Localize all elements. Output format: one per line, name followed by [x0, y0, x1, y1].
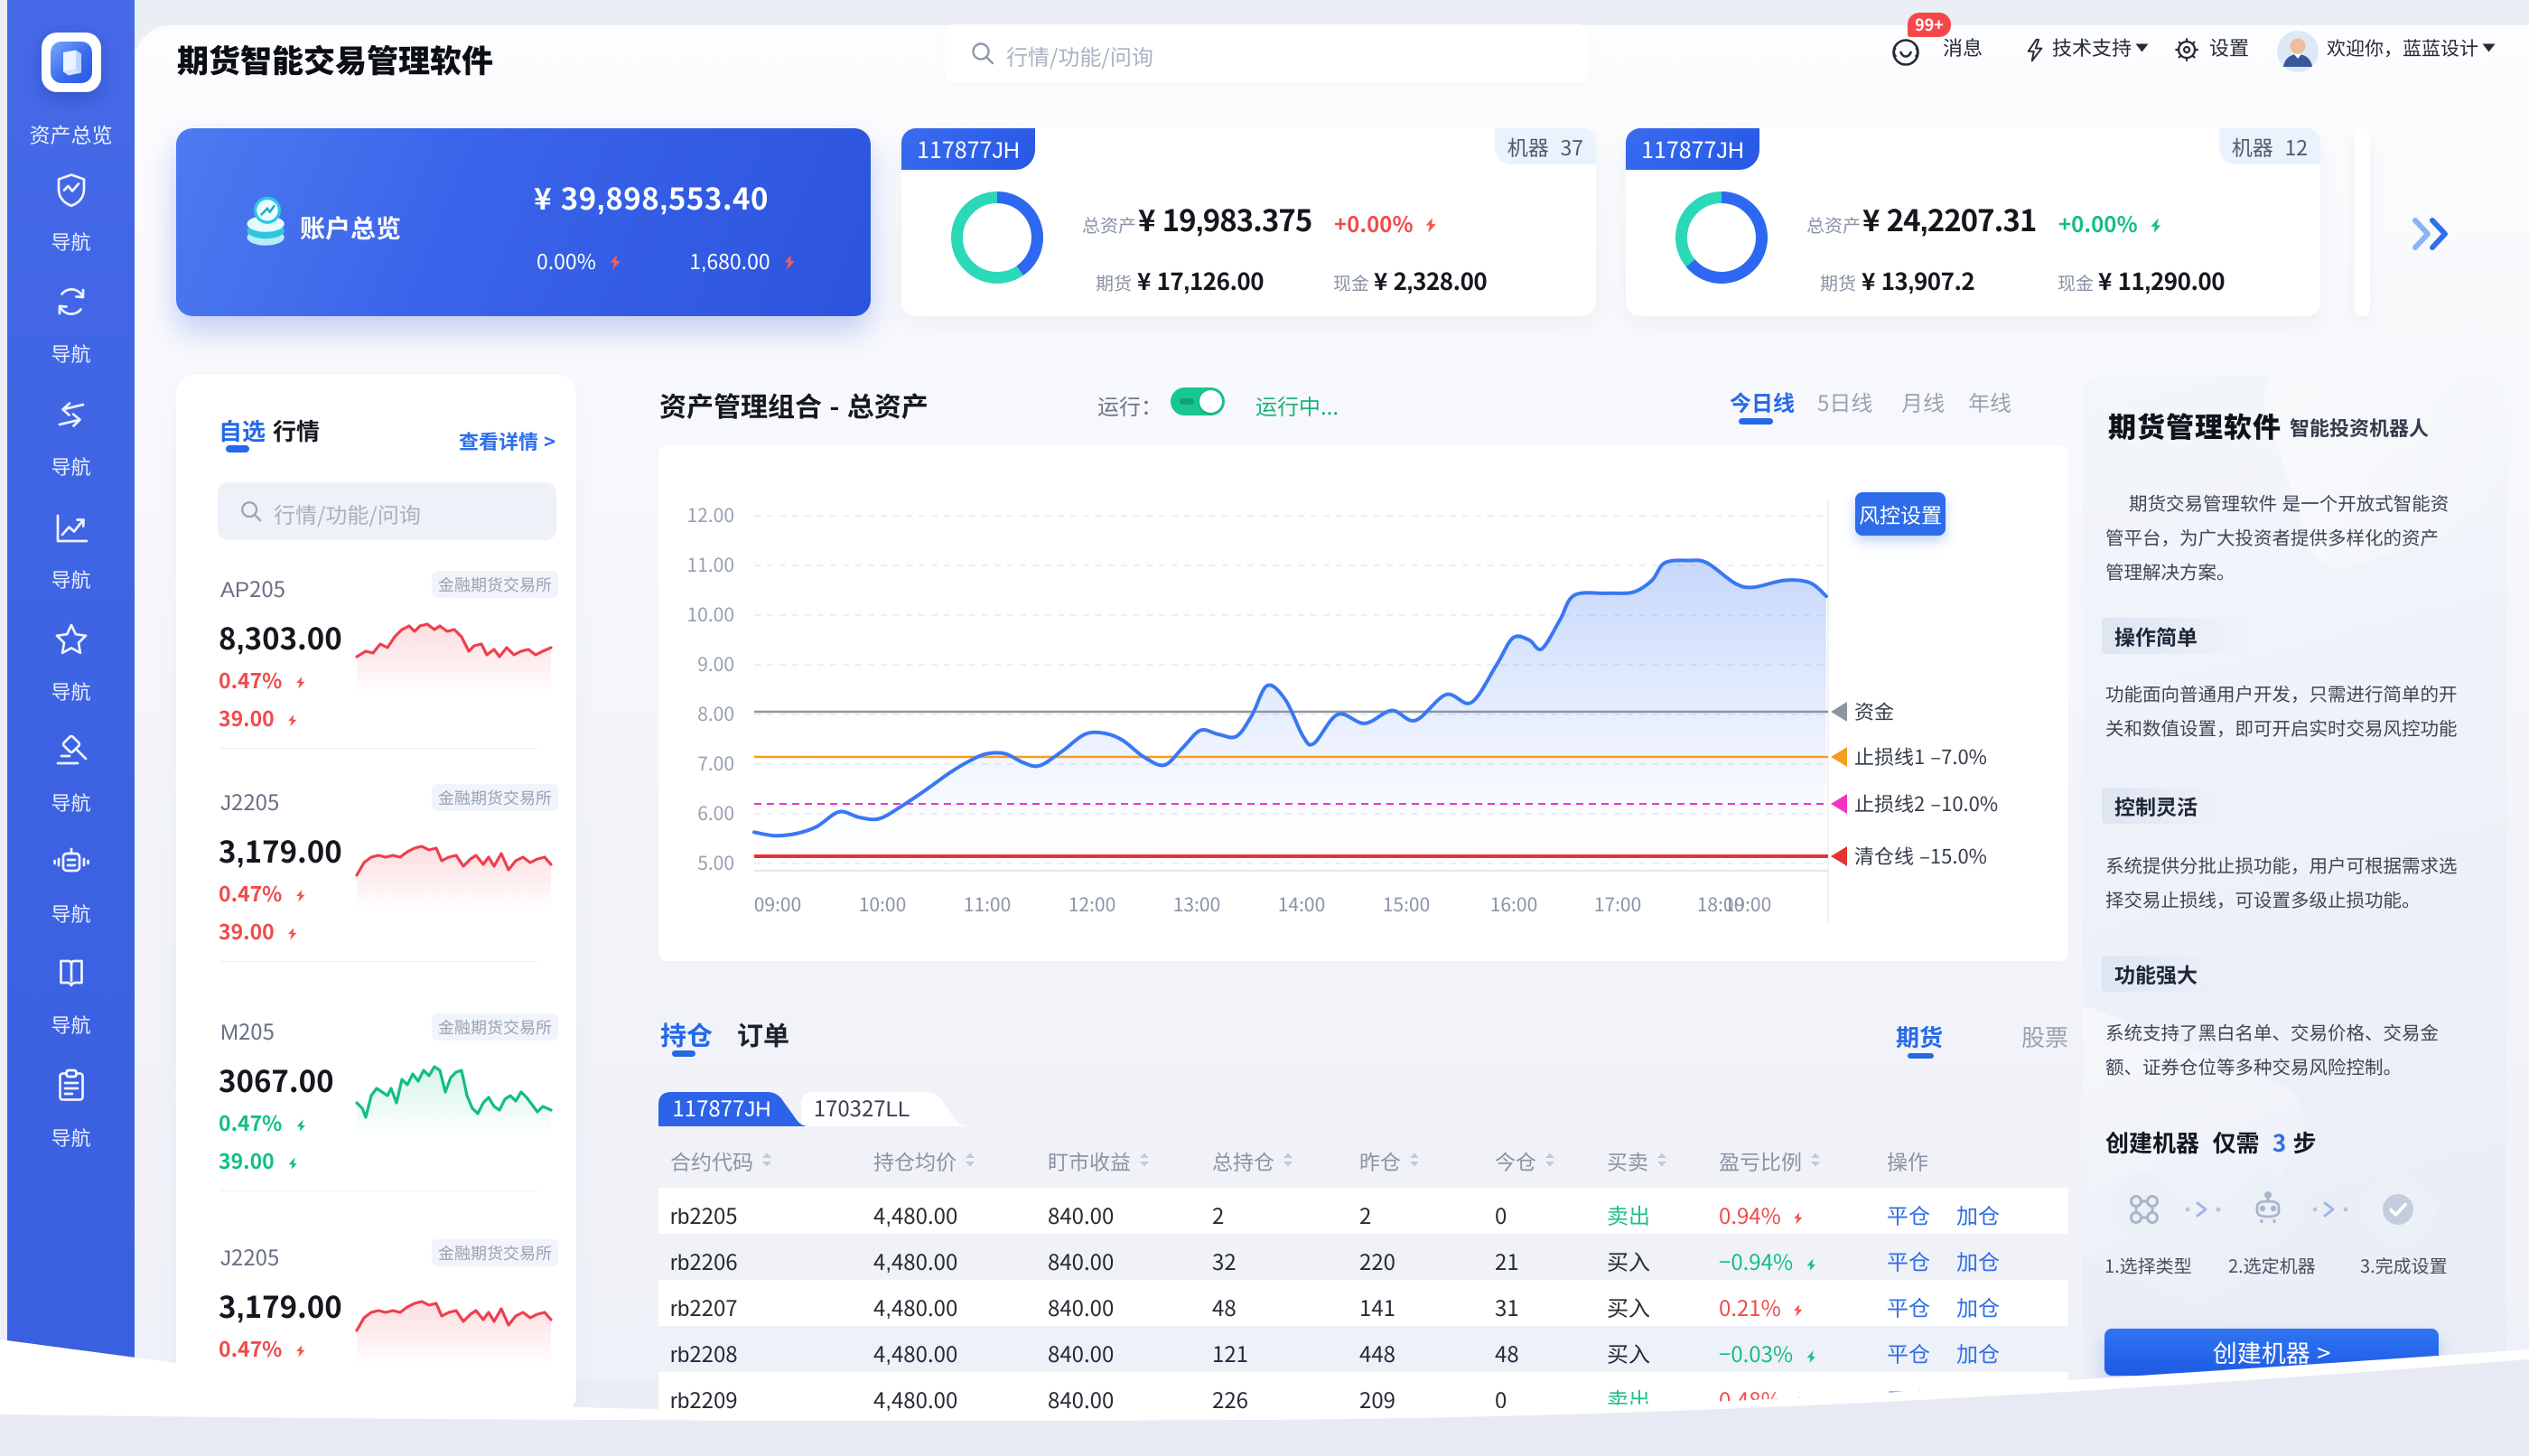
svg-text:13:00: 13:00: [1173, 891, 1220, 918]
svg-text:止损线2 –10.0%: 止损线2 –10.0%: [1854, 789, 1998, 817]
svg-text:12:00: 12:00: [1069, 891, 1115, 918]
svg-text:7.00: 7.00: [697, 750, 734, 777]
svg-text:10:00: 10:00: [859, 891, 906, 918]
svg-text:18:00: 18:00: [1697, 891, 1744, 918]
svg-text:9.00: 9.00: [697, 650, 734, 677]
svg-text:17:00: 17:00: [1594, 891, 1641, 918]
svg-text:清仓线 –15.0%: 清仓线 –15.0%: [1854, 841, 1987, 870]
svg-text:12.00: 12.00: [687, 501, 734, 528]
svg-text:8.00: 8.00: [697, 700, 734, 727]
svg-text:170327LL: 170327LL: [814, 1092, 910, 1123]
svg-text:10.00: 10.00: [687, 601, 734, 628]
svg-text:5.00: 5.00: [697, 849, 734, 876]
svg-text:117877JH: 117877JH: [672, 1092, 770, 1123]
svg-text:16:00: 16:00: [1490, 891, 1537, 918]
svg-text:14:00: 14:00: [1278, 891, 1325, 918]
svg-text:15:00: 15:00: [1383, 891, 1430, 918]
svg-text:11.00: 11.00: [687, 551, 734, 578]
svg-text:09:00: 09:00: [754, 891, 801, 918]
svg-text:资金: 资金: [1854, 696, 1894, 725]
svg-text:11:00: 11:00: [964, 891, 1011, 918]
svg-text:6.00: 6.00: [697, 799, 734, 826]
svg-text:19:00: 19:00: [1724, 891, 1771, 918]
svg-text:止损线1 –7.0%: 止损线1 –7.0%: [1854, 742, 1987, 770]
